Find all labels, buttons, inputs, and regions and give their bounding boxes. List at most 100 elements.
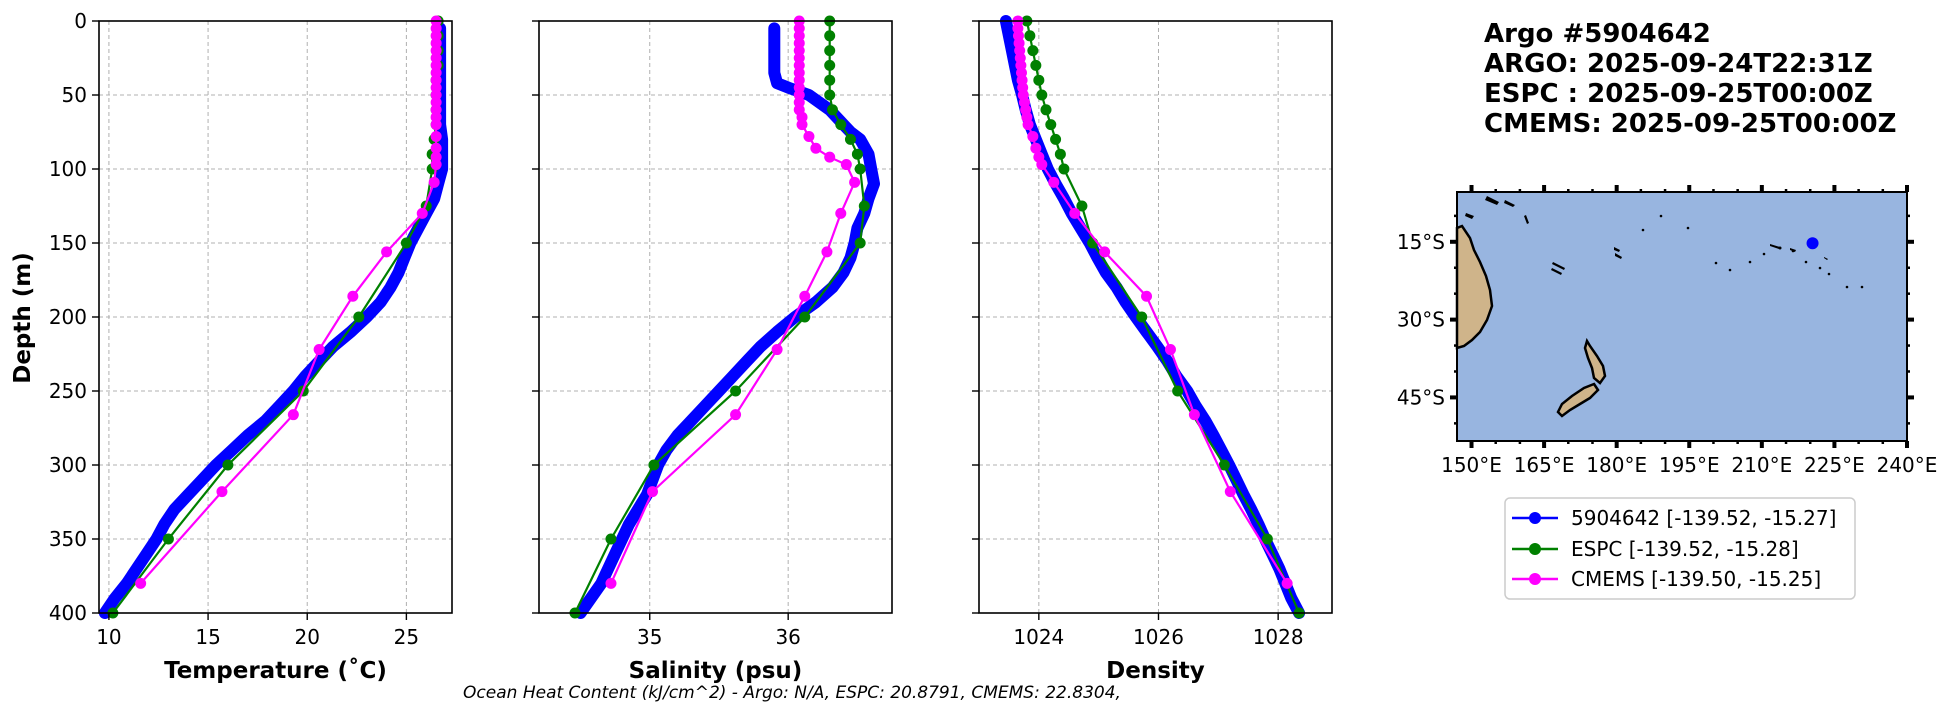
legend-argo-marker (1529, 512, 1541, 524)
map-lat-label-1: 30°S (1397, 308, 1445, 332)
map-lon-label-1: 165°E (1514, 453, 1575, 477)
density-xtick-label-1: 1026 (1133, 625, 1184, 649)
salinity-point-ESPC-13 (799, 311, 811, 323)
temperature-ytick-label-7: 350 (49, 527, 87, 551)
temperature-point-CMEMS-21 (381, 246, 393, 258)
temperature-series-5904642 (98, 22, 449, 619)
map-lat-label-2: 45°S (1397, 385, 1445, 409)
salinity-point-ESPC-3 (824, 59, 836, 71)
legend-argo-label: 5904642 [-139.52, -15.27] (1571, 506, 1836, 530)
salinity-point-ESPC-2 (824, 45, 836, 57)
density-point-CMEMS-16 (1030, 142, 1042, 154)
legend: 5904642 [-139.52, -15.27] ESPC [-139.52,… (1504, 497, 1856, 600)
density-point-ESPC-9 (1054, 148, 1066, 160)
temperature-point-ESPC-13 (353, 311, 365, 323)
salinity-point-ESPC-8 (844, 133, 856, 145)
temperature-xtick-label-2: 20 (295, 625, 320, 649)
salinity-point-CMEMS-19 (849, 176, 861, 188)
salinity-point-CMEMS-23 (771, 344, 783, 356)
temperature-point-CMEMS-26 (135, 577, 147, 589)
new-zealand-north-island (1583, 337, 1607, 385)
density-point-CMEMS-23 (1164, 344, 1176, 356)
map-lon-label-3: 195°E (1659, 453, 1720, 477)
map-ocean (1457, 192, 1907, 441)
density-xlabel: Density (1106, 658, 1205, 684)
legend-cmems-marker (1529, 573, 1541, 585)
temperature-ytick-label-1: 50 (62, 83, 87, 107)
salinity-point-ESPC-4 (824, 74, 836, 86)
salinity-point-CMEMS-24 (730, 409, 742, 421)
density-point-ESPC-14 (1172, 385, 1184, 397)
temperature-ytick-label-4: 200 (49, 305, 87, 329)
legend-entry-argo: 5904642 [-139.52, -15.27] (1512, 506, 1836, 530)
density-point-CMEMS-25 (1224, 486, 1236, 498)
salinity-point-ESPC-9 (851, 148, 863, 160)
density-point-ESPC-8 (1050, 133, 1062, 145)
temperature-point-CMEMS-23 (313, 344, 325, 356)
title-block: Argo #5904642 ARGO: 2025-09-24T22:31Z ES… (1484, 19, 1896, 139)
temperature-point-ESPC-12 (400, 237, 412, 249)
temperature-point-CMEMS-19 (428, 176, 440, 188)
location-map: 15°S 30°S 45°S 150°E 165°E 180°E 195°E 210°E 225… (1397, 185, 1938, 477)
density-point-CMEMS-18 (1036, 159, 1048, 171)
map-lon-label-6: 240°E (1877, 453, 1938, 477)
legend-espc-marker (1529, 543, 1541, 555)
density-point-ESPC-2 (1027, 45, 1039, 57)
legend-entry-cmems: CMEMS [-139.50, -15.25] (1512, 567, 1821, 591)
salinity-xtick-label-1: 36 (775, 625, 800, 649)
temperature-ytick-label-5: 250 (49, 379, 87, 403)
density-point-ESPC-4 (1033, 74, 1045, 86)
density-point-ESPC-10 (1058, 163, 1070, 175)
salinity-point-ESPC-15 (648, 459, 660, 471)
legend-box (1504, 497, 1856, 600)
temperature-ytick-label-0: 0 (74, 9, 87, 33)
temperature-point-ESPC-16 (162, 533, 174, 545)
float-position-marker (1806, 237, 1819, 250)
temperature-point-CMEMS-24 (287, 409, 299, 421)
salinity-point-ESPC-6 (826, 104, 838, 116)
density-point-ESPC-6 (1040, 104, 1052, 116)
salinity-point-CMEMS-25 (647, 486, 659, 498)
density-point-CMEMS-19 (1048, 176, 1060, 188)
salinity-xtick-label-0: 35 (637, 625, 662, 649)
salinity-xlabel: Salinity (psu) (629, 658, 803, 684)
map-ticks (1450, 185, 1914, 448)
temperature-ytick-label-2: 100 (49, 157, 87, 181)
temperature-point-CMEMS-14 (430, 119, 442, 131)
map-frame (1456, 191, 1908, 442)
temperature-point-CMEMS-20 (416, 207, 428, 219)
salinity-point-ESPC-1 (824, 30, 836, 42)
temperature-point-CMEMS-22 (347, 290, 359, 302)
map-lon-label-4: 210°E (1731, 453, 1792, 477)
salinity-point-ESPC-5 (824, 89, 836, 101)
density-point-CMEMS-14 (1022, 119, 1034, 131)
legend-cmems-label: CMEMS [-139.50, -15.25] (1571, 567, 1821, 591)
new-zealand-south-island (1556, 382, 1600, 418)
density-point-ESPC-1 (1024, 30, 1036, 42)
salinity-point-CMEMS-20 (835, 207, 847, 219)
density-point-ESPC-3 (1030, 59, 1042, 71)
density-point-CMEMS-20 (1069, 207, 1081, 219)
density-point-ESPC-16 (1261, 533, 1273, 545)
salinity-point-CMEMS-21 (821, 246, 833, 258)
temperature-point-CMEMS-15 (430, 130, 442, 142)
title-argo-id: Argo #5904642 (1484, 19, 1711, 49)
density-xtick-label-0: 1024 (1013, 625, 1064, 649)
salinity-point-CMEMS-15 (803, 130, 815, 142)
density-panel: 1024 1026 1028 Density (972, 15, 1333, 684)
pacific-islands (1465, 196, 1864, 289)
legend-espc-label: ESPC [-139.52, -15.28] (1571, 537, 1799, 561)
temperature-point-CMEMS-25 (216, 486, 228, 498)
density-point-CMEMS-26 (1281, 577, 1293, 589)
density-point-CMEMS-22 (1141, 290, 1153, 302)
title-espc-time: ESPC : 2025-09-25T00:00Z (1484, 79, 1873, 109)
density-point-ESPC-5 (1036, 89, 1048, 101)
salinity-point-ESPC-7 (835, 119, 847, 131)
density-point-CMEMS-15 (1027, 130, 1039, 142)
map-lon-label-2: 180°E (1586, 453, 1647, 477)
salinity-point-CMEMS-22 (799, 290, 811, 302)
temperature-ytick-label-6: 300 (49, 453, 87, 477)
map-lat-label-0: 15°S (1397, 230, 1445, 254)
salinity-panel: 35 36 Salinity (psu) (532, 15, 893, 684)
